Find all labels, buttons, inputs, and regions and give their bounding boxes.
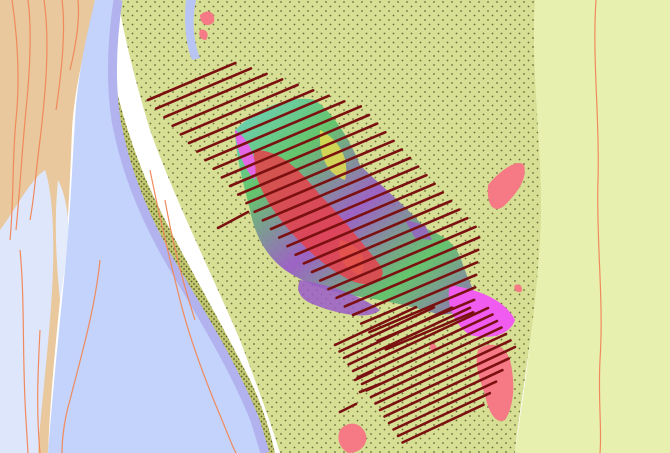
contour-line [15, 0, 31, 231]
transect-line [401, 403, 485, 444]
contour-line [19, 249, 29, 453]
transect-line [212, 105, 363, 171]
transect-line [368, 286, 477, 334]
pink-patch-east [487, 162, 525, 209]
transect-line [204, 100, 346, 162]
transect-line [384, 311, 475, 351]
transect-line [335, 236, 481, 300]
transect-line [277, 173, 428, 239]
contour-line [9, 0, 19, 241]
contour-line [37, 329, 41, 453]
transect-line [228, 122, 379, 188]
transect-line [343, 248, 480, 308]
transect-line [146, 61, 237, 102]
transect-line [302, 199, 453, 265]
transect-line [359, 273, 478, 325]
transect-line [383, 357, 511, 418]
transect-line [269, 165, 420, 231]
transect-line [245, 139, 395, 205]
transect-line [171, 78, 284, 128]
oxbow-strip [185, 0, 200, 60]
transect-line [351, 261, 479, 317]
transect-line [353, 370, 374, 382]
contour-line [164, 199, 196, 321]
transect-line [220, 113, 371, 179]
contour-line [61, 259, 101, 453]
transect-line [236, 130, 387, 196]
pale-water-left [0, 170, 54, 453]
transect-line [369, 332, 508, 399]
transect-line [387, 368, 504, 425]
survey-transect-lines[interactable] [146, 61, 517, 444]
transect-line [392, 380, 498, 431]
contour-line [29, 0, 48, 221]
transect-line [333, 305, 418, 347]
transect-line [396, 391, 492, 438]
transect-line [338, 402, 358, 414]
pink-patch-bottom [338, 423, 367, 453]
eastern-plain [515, 0, 670, 453]
transect-line [342, 306, 454, 360]
contour-line [594, 0, 602, 453]
pale-water-patch [55, 180, 69, 300]
transect-line [195, 94, 331, 153]
transect-line [179, 83, 299, 136]
contour-line [55, 0, 65, 111]
transect-line [358, 382, 382, 394]
contour-line [149, 169, 237, 453]
river-outline [107, 0, 270, 453]
transect-line [347, 306, 472, 366]
transect-line [154, 67, 253, 110]
pink-patch-top-left [200, 11, 215, 26]
transect-line [374, 339, 512, 405]
transect-line [360, 319, 499, 386]
contour-lines [9, 0, 602, 453]
transect-line [356, 313, 494, 379]
transect-line [261, 156, 412, 222]
transect-line [286, 182, 436, 248]
transect-line [294, 191, 445, 257]
transect-line [365, 326, 503, 392]
transect-line [187, 89, 315, 145]
transect-line [163, 72, 268, 119]
transect-line [310, 208, 461, 274]
contour-line [69, 0, 80, 71]
transect-line [351, 306, 490, 373]
transect-line [253, 148, 404, 214]
transect-line [338, 306, 436, 353]
dense-dotted-strip [104, 60, 275, 453]
transect-line [378, 345, 517, 412]
transect-line [327, 225, 477, 291]
pink-patch-top [199, 29, 208, 40]
transect-line [318, 216, 469, 282]
pink-patch-small [514, 284, 523, 293]
transect-line [216, 210, 250, 230]
